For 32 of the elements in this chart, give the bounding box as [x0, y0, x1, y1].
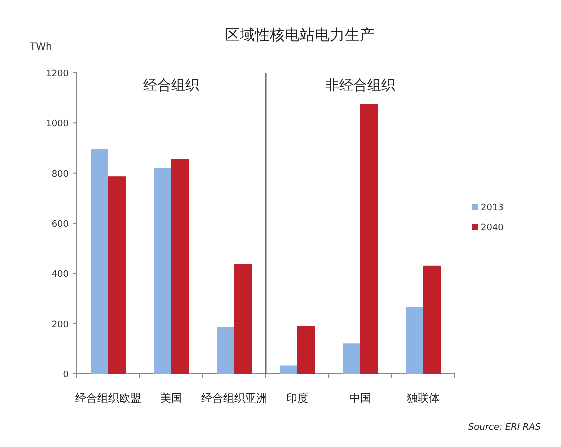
x-tick-label: 中国: [350, 392, 372, 405]
bar: [280, 366, 298, 374]
x-tick-label: 经合组织亚洲: [202, 392, 268, 405]
y-tick-label: 600: [52, 220, 70, 230]
y-tick-label: 400: [52, 270, 70, 280]
bar: [424, 266, 441, 374]
bar: [406, 307, 424, 374]
y-tick-label: 800: [52, 170, 70, 180]
y-tick-label: 200: [52, 320, 70, 330]
bar: [234, 264, 252, 374]
bar: [360, 104, 378, 374]
bar: [343, 344, 360, 374]
bar: [298, 326, 315, 374]
y-axis-title: TWh: [29, 42, 52, 53]
source-note: Source: ERI RAS: [468, 423, 542, 433]
legend-label: 2040: [481, 224, 504, 234]
x-tick-label: 独联体: [407, 392, 440, 405]
bar: [108, 176, 126, 374]
y-tick-label: 1000: [46, 120, 70, 130]
x-tick-label: 经合组织欧盟: [76, 392, 142, 405]
bar: [217, 327, 234, 374]
x-tick-label: 美国: [160, 392, 182, 405]
bar: [91, 149, 108, 374]
legend-label: 2013: [481, 204, 504, 214]
bar: [172, 159, 189, 374]
annotation: 经合组织: [144, 78, 200, 94]
chart-title: 区域性核电站电力生产: [225, 27, 375, 44]
x-tick-label: 印度: [286, 392, 308, 405]
y-tick-label: 1200: [46, 70, 70, 80]
annotation: 非经合组织: [326, 78, 396, 94]
y-tick-label: 0: [63, 370, 70, 380]
bar: [154, 168, 172, 374]
